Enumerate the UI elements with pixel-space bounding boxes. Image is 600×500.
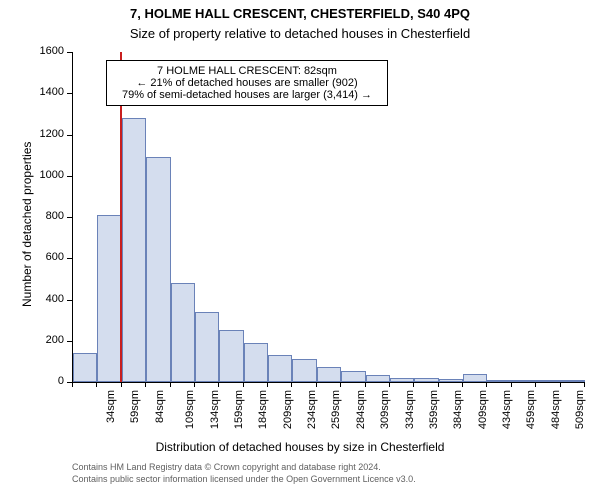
x-tick-label: 459sqm <box>526 390 538 429</box>
histogram-bar <box>122 118 146 382</box>
histogram-bar <box>414 378 438 382</box>
footer-line-2: Contains public sector information licen… <box>72 474 416 486</box>
x-tick-label: 509sqm <box>574 390 586 429</box>
x-axis-label: Distribution of detached houses by size … <box>0 440 600 454</box>
x-tick-label: 234sqm <box>306 390 318 429</box>
x-tick-label: 84sqm <box>154 390 166 423</box>
histogram-bar <box>195 312 219 382</box>
x-tick-label: 284sqm <box>355 390 367 429</box>
page-subtitle: Size of property relative to detached ho… <box>0 26 600 41</box>
page-supertitle: 7, HOLME HALL CRESCENT, CHESTERFIELD, S4… <box>0 6 600 21</box>
x-tick-label: 159sqm <box>233 390 245 429</box>
x-tick-label: 434sqm <box>501 390 513 429</box>
y-axis-label: Number of detached properties <box>20 142 34 307</box>
histogram-bar <box>219 330 243 382</box>
histogram-bar <box>561 380 585 382</box>
histogram-bar <box>487 380 511 382</box>
x-tick-label: 309sqm <box>379 390 391 429</box>
histogram-bar <box>366 375 390 382</box>
x-tick-label: 484sqm <box>550 390 562 429</box>
x-tick-label: 209sqm <box>282 390 294 429</box>
x-tick-mark <box>486 382 487 387</box>
x-tick-mark <box>170 382 171 387</box>
histogram-bar <box>463 374 487 382</box>
y-tick-mark <box>67 135 72 136</box>
x-tick-mark <box>560 382 561 387</box>
y-tick-label: 400 <box>32 293 64 305</box>
x-tick-mark <box>291 382 292 387</box>
histogram-bar <box>292 359 316 382</box>
histogram-bar <box>317 367 341 382</box>
y-tick-mark <box>67 52 72 53</box>
histogram-bar <box>268 355 292 382</box>
annotation-line-1: 7 HOLME HALL CRESCENT: 82sqm <box>115 65 379 77</box>
annotation-line-3: 79% of semi-detached houses are larger (… <box>115 89 379 101</box>
x-tick-mark <box>535 382 536 387</box>
histogram-bar <box>73 353 97 382</box>
x-tick-label: 384sqm <box>452 390 464 429</box>
x-tick-label: 134sqm <box>209 390 221 429</box>
histogram-bar <box>171 283 195 382</box>
x-tick-label: 359sqm <box>428 390 440 429</box>
x-tick-mark <box>340 382 341 387</box>
x-tick-label: 409sqm <box>477 390 489 429</box>
x-tick-label: 59sqm <box>129 390 141 423</box>
histogram-bar <box>390 378 414 382</box>
y-tick-label: 0 <box>32 375 64 387</box>
y-tick-label: 1200 <box>32 128 64 140</box>
y-tick-mark <box>67 217 72 218</box>
footer-line-1: Contains HM Land Registry data © Crown c… <box>72 462 416 474</box>
annotation-box: 7 HOLME HALL CRESCENT: 82sqm← 21% of det… <box>106 60 388 106</box>
y-tick-label: 200 <box>32 334 64 346</box>
histogram-bar <box>439 379 463 382</box>
x-tick-mark <box>145 382 146 387</box>
y-tick-mark <box>67 341 72 342</box>
y-tick-label: 1000 <box>32 169 64 181</box>
histogram-bar <box>341 371 365 382</box>
x-tick-mark <box>438 382 439 387</box>
x-tick-mark <box>413 382 414 387</box>
y-tick-mark <box>67 258 72 259</box>
y-tick-label: 600 <box>32 251 64 263</box>
x-tick-label: 34sqm <box>105 390 117 423</box>
x-tick-mark <box>462 382 463 387</box>
x-tick-mark <box>316 382 317 387</box>
y-tick-mark <box>67 300 72 301</box>
histogram-bar <box>244 343 268 382</box>
y-tick-label: 800 <box>32 210 64 222</box>
x-tick-mark <box>72 382 73 387</box>
x-tick-mark <box>267 382 268 387</box>
x-tick-label: 184sqm <box>257 390 269 429</box>
x-tick-mark <box>511 382 512 387</box>
x-tick-mark <box>121 382 122 387</box>
histogram-bar <box>536 380 560 382</box>
histogram-bar <box>146 157 170 382</box>
x-tick-mark <box>365 382 366 387</box>
x-tick-mark <box>389 382 390 387</box>
y-tick-mark <box>67 93 72 94</box>
y-tick-mark <box>67 176 72 177</box>
y-tick-label: 1600 <box>32 45 64 57</box>
x-tick-mark <box>194 382 195 387</box>
y-tick-label: 1400 <box>32 86 64 98</box>
x-tick-label: 109sqm <box>184 390 196 429</box>
x-tick-mark <box>243 382 244 387</box>
annotation-line-2: ← 21% of detached houses are smaller (90… <box>115 77 379 89</box>
x-tick-label: 334sqm <box>404 390 416 429</box>
x-tick-mark <box>218 382 219 387</box>
x-tick-mark <box>96 382 97 387</box>
footer-attribution: Contains HM Land Registry data © Crown c… <box>72 462 416 485</box>
x-tick-label: 259sqm <box>331 390 343 429</box>
histogram-bar <box>512 380 536 382</box>
histogram-bar <box>97 215 121 382</box>
x-tick-mark <box>584 382 585 387</box>
